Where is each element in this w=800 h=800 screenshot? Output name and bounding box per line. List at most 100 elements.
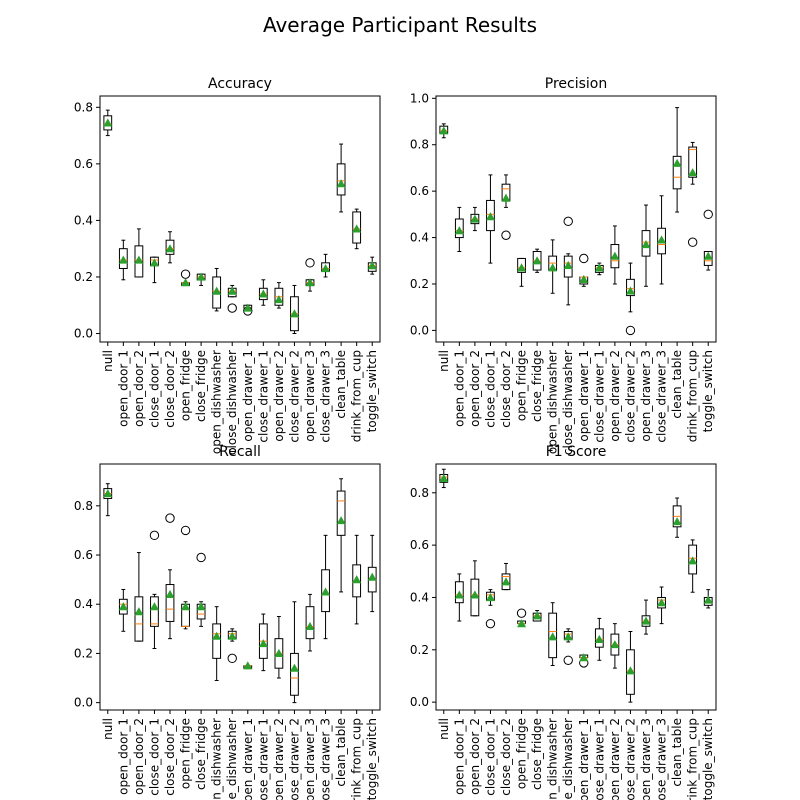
- box-drink_from_cup: [687, 141, 698, 247]
- mean-marker: [367, 572, 377, 581]
- mean-marker: [454, 226, 464, 235]
- x-tick-label: open_dishwasher: [210, 350, 224, 454]
- mean-marker: [688, 168, 698, 177]
- outlier-point: [180, 525, 191, 536]
- subplots: 0.0 0.2 0.4 0.6 0.8 null open_door_1 open_door_…: [74, 76, 717, 800]
- box-close_drawer_1: [258, 279, 268, 306]
- mean-marker: [149, 602, 159, 611]
- box-iqr: [703, 250, 713, 266]
- mean-marker: [532, 256, 542, 265]
- box-iqr: [134, 245, 144, 278]
- box-iqr: [336, 490, 346, 536]
- box-drink_from_cup: [352, 208, 362, 250]
- box-iqr: [486, 199, 495, 232]
- box-close_drawer_1: [258, 613, 268, 672]
- x-tick-label: open_door_2: [132, 718, 146, 795]
- x-tick-label: close_drawer_2: [287, 718, 301, 800]
- box-iqr: [626, 649, 635, 695]
- box-iqr: [657, 227, 666, 255]
- box-iqr: [626, 278, 635, 297]
- box-close_door_2: [165, 513, 175, 640]
- box-close_door_1: [149, 530, 160, 649]
- mean-marker: [196, 272, 206, 281]
- outlier-point: [149, 530, 160, 541]
- mean-marker: [594, 634, 604, 643]
- y-tick-label: 0.8: [74, 499, 93, 513]
- box-close_drawer_3: [321, 534, 331, 640]
- box-iqr: [305, 606, 315, 640]
- x-tick-label: open_door_1: [452, 350, 466, 427]
- x-tick-label: close_drawer_1: [592, 718, 606, 800]
- x-tick-label: close_drawer_1: [256, 718, 270, 800]
- box-iqr: [672, 155, 682, 190]
- y-tick-label: 0.2: [410, 643, 429, 657]
- x-tick-label: drink_from_cup: [686, 350, 700, 442]
- outlier-point: [305, 258, 315, 268]
- box-open_door_2: [470, 206, 480, 232]
- y-tick-label: 0.6: [410, 184, 429, 198]
- x-tick-label: open_drawer_1: [241, 350, 255, 442]
- box-iqr: [290, 652, 299, 696]
- box-open_fridge: [180, 269, 191, 287]
- box-open_door_1: [118, 588, 128, 632]
- mean-marker: [118, 602, 128, 611]
- mean-marker: [548, 632, 558, 641]
- mean-marker: [134, 607, 144, 616]
- x-tick-label: open_drawer_3: [639, 718, 653, 800]
- box-iqr: [212, 276, 222, 309]
- box-iqr: [103, 115, 113, 131]
- x-tick-label: close_drawer_3: [319, 718, 333, 800]
- x-tick-label: open_drawer_3: [303, 350, 317, 442]
- x-tick-label: null: [101, 718, 115, 740]
- y-tick-label: 0.4: [410, 231, 429, 245]
- mean-marker: [181, 278, 191, 287]
- box-null: [103, 109, 113, 137]
- box-iqr: [321, 569, 330, 613]
- subplot-0: 0.0 0.2 0.4 0.6 0.8 null open_door_1 open_door_…: [74, 76, 381, 455]
- mean-marker: [336, 516, 346, 525]
- y-tick-label: 0.6: [74, 548, 93, 562]
- x-tick-label: close_dishwasher: [225, 350, 239, 455]
- box-open_door_2: [134, 552, 144, 642]
- mean-marker: [352, 224, 362, 233]
- mean-marker: [517, 619, 527, 628]
- box-close_door_1: [149, 256, 159, 284]
- y-tick-label: 0.8: [74, 100, 93, 114]
- x-tick-label: close_drawer_2: [623, 350, 637, 443]
- mean-marker: [149, 258, 159, 267]
- x-tick-label: open_fridge: [515, 350, 529, 421]
- box-close_fridge: [196, 552, 206, 627]
- box-iqr: [610, 244, 620, 269]
- box-iqr: [563, 255, 573, 278]
- y-tick-label: 0.0: [74, 696, 93, 710]
- x-tick-label: open_dishwasher: [546, 718, 560, 800]
- y-tick-label: 1.0: [410, 91, 429, 105]
- box-close_fridge: [532, 610, 542, 622]
- mean-marker: [641, 240, 651, 249]
- x-tick-label: open_fridge: [179, 718, 193, 789]
- mean-marker: [305, 278, 315, 287]
- x-tick-label: open_drawer_2: [272, 350, 286, 442]
- y-tick-label: 0.6: [74, 157, 93, 171]
- subplot-1: 0.0 0.2 0.4 0.6 0.8 1.0 null open_door_1 open_do…: [410, 76, 717, 455]
- box-toggle_switch: [367, 256, 377, 275]
- mean-marker: [657, 235, 667, 244]
- mean-marker: [103, 489, 113, 498]
- x-tick-label: open_drawer_1: [241, 718, 255, 800]
- x-tick-label: open_door_1: [116, 350, 130, 427]
- x-tick-label: toggle_switch: [701, 718, 715, 800]
- box-iqr: [657, 596, 666, 609]
- y-tick-label: 0.6: [410, 538, 429, 552]
- y-tick-label: 0.2: [74, 646, 93, 660]
- axes-frame: [99, 95, 381, 343]
- subplot-title: Precision: [545, 76, 607, 92]
- axes-frame: [99, 463, 381, 711]
- box-iqr: [641, 230, 651, 257]
- x-tick-label: close_dishwasher: [225, 718, 239, 800]
- x-tick-label: toggle_switch: [365, 718, 379, 800]
- box-open_dishwasher: [548, 239, 558, 294]
- box-close_drawer_1: [594, 262, 604, 276]
- mean-marker: [501, 577, 511, 586]
- box-null: [439, 468, 449, 489]
- figure-title: Average Participant Results: [263, 13, 537, 37]
